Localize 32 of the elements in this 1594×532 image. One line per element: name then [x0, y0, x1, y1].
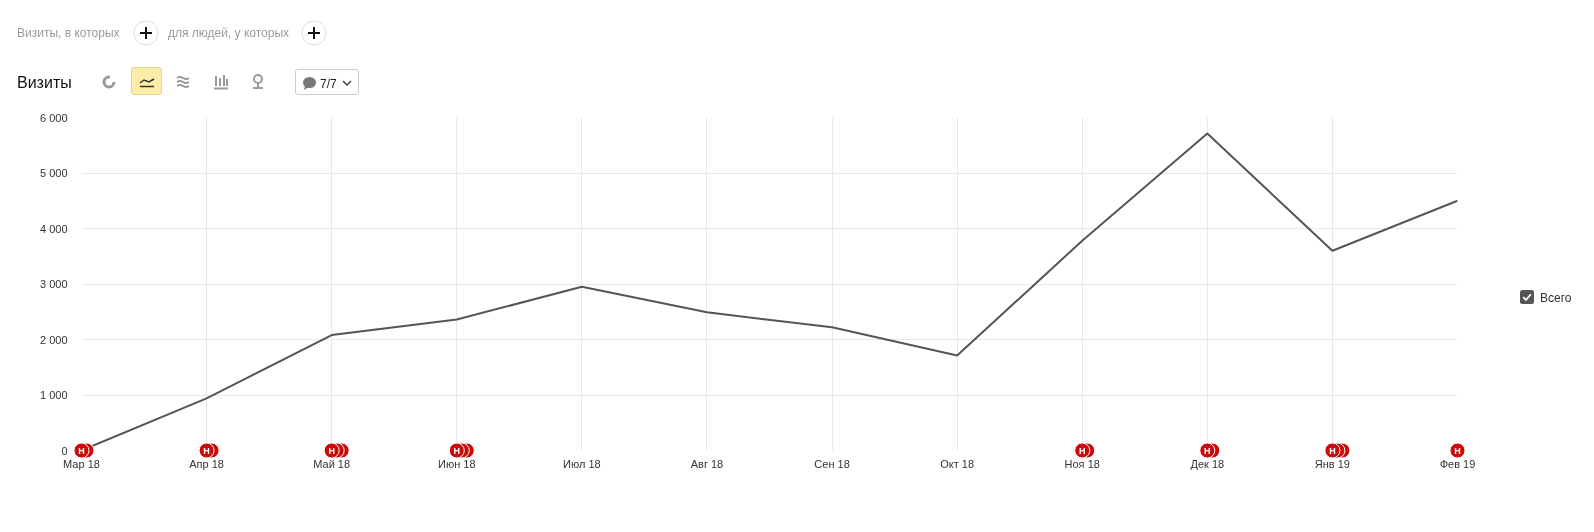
- data-label: Н: [78, 445, 85, 456]
- data-label: Н: [453, 445, 461, 456]
- notes-dropdown: 7/7: [295, 69, 359, 95]
- x-tick-label: Авг 18: [690, 457, 724, 470]
- chart-title: Визиты: [17, 73, 72, 93]
- legend-label: Всего: [1540, 290, 1572, 307]
- data-label: Н: [1078, 445, 1086, 456]
- x-tick-label: Дек 18: [1190, 457, 1225, 470]
- x-tick-label: Май 18: [313, 457, 351, 470]
- data-label: Н: [1204, 445, 1211, 456]
- x-tick-label: Ноя 18: [1064, 457, 1100, 470]
- text: для людей, у которых: [168, 25, 290, 42]
- y-tick-label: 0: [61, 444, 68, 457]
- y-tick-label: 2 000: [39, 333, 68, 346]
- data-label: Н: [1329, 445, 1336, 456]
- x-tick-label: Фев 19: [1439, 457, 1476, 470]
- data-label: Н: [203, 445, 210, 456]
- x-tick-label: Июл 18: [563, 457, 601, 470]
- data-label: Н: [1454, 445, 1461, 456]
- x-tick-label: Сен 18: [814, 457, 850, 470]
- data-label: Н: [328, 445, 335, 456]
- x-tick-label: Апр 18: [189, 457, 224, 470]
- x-tick-label: Окт 18: [940, 457, 975, 470]
- y-tick-label: 6 000: [39, 111, 68, 124]
- y-tick-label: 4 000: [39, 222, 68, 235]
- y-tick-label: 3 000: [39, 278, 68, 290]
- text: Визиты, в которых: [17, 25, 120, 42]
- x-tick-label: Июн 18: [438, 457, 476, 470]
- y-tick-label: 5 000: [39, 167, 68, 179]
- x-tick-label: Янв 19: [1314, 457, 1350, 470]
- y-tick-label: 1 000: [39, 389, 68, 401]
- x-tick-label: Мар 18: [63, 457, 100, 470]
